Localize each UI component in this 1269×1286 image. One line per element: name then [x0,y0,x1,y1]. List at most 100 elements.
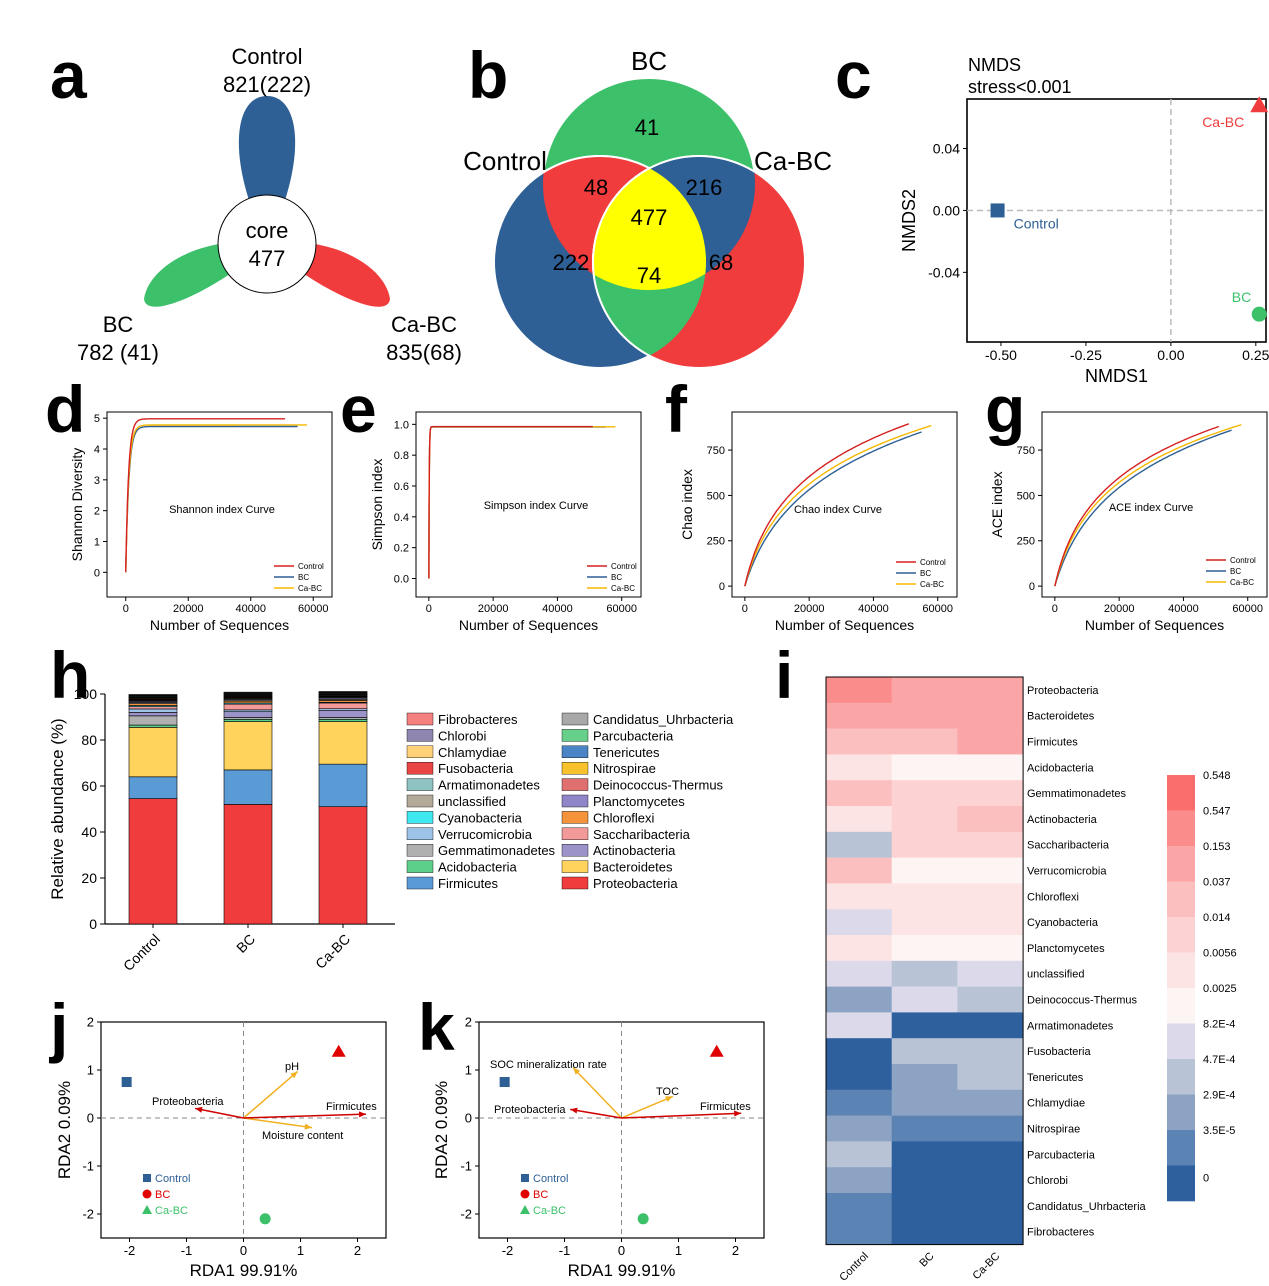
legend-label: Control [1230,556,1256,565]
heatmap-cell [957,1064,1024,1091]
legend-swatch [406,762,434,775]
heatmap-row-label: unclassified [1027,969,1084,981]
vector-label: Proteobacteria [494,1104,566,1116]
vector-label: Proteobacteria [152,1096,224,1108]
heatmap-row-label: Saccharibacteria [1027,840,1110,852]
heatmap-cell [826,702,892,729]
bar-segment [128,706,178,710]
heatmap-row-label: Armatimonadetes [1027,1020,1114,1032]
point-marker-square [121,1077,132,1087]
venn-count-cabc_only: 68 [709,250,733,275]
point-marker-square [990,203,1005,218]
vector-arrowhead [304,1123,312,1130]
heatmap-cell [957,806,1024,833]
x-axis-label: Number of Sequences [150,617,289,633]
heatmap-cell [957,935,1024,962]
x-tick-label: -2 [124,1243,136,1258]
legend-label: Ca-BC [1230,578,1254,587]
legend-swatch [561,811,589,824]
heatmap-cell [891,883,958,910]
x-tick-label: -1 [559,1243,571,1258]
y-tick-label: 0 [89,916,97,932]
vector-arrow [572,1067,623,1119]
legend-label: Fibrobacteres [438,712,518,727]
heatmap-cell [957,1089,1024,1116]
legend-label: Ca-BC [298,584,322,593]
petal-name: BC [103,312,134,337]
point-marker-circle [259,1213,271,1225]
vector-arrow [621,1112,742,1119]
bar-segment [318,691,368,693]
heatmap-cell [826,728,892,755]
legend-swatch [561,745,589,758]
heatmap-cell [957,1012,1024,1039]
scale-label: 8.2E-4 [1203,1019,1235,1031]
bar-segment [223,691,273,694]
x-tick-label: 40000 [235,603,266,615]
heatmap-cell [957,986,1024,1013]
legend-swatch [561,794,589,808]
y-tick-label: -1 [82,1159,94,1174]
series-line-bc [125,425,298,573]
legend-label: Chloroflexi [593,810,655,825]
heatmap-cell [891,960,958,987]
panel-letter-e: e [340,372,377,446]
y-tick-label: 0 [465,1111,472,1126]
y-tick-label: 4 [94,444,100,456]
heatmap-cell [957,831,1024,858]
legend-swatch [406,860,434,873]
x-tick-label: Control [120,931,163,974]
x-tick-label: 0 [742,603,748,615]
legend-swatch [561,844,589,857]
bar-segment [223,721,273,771]
series-line-bc [1054,429,1232,587]
petal-name: Control [232,44,303,69]
bar-segment [318,763,368,808]
plot-e: 0 20000 40000 60000 0.0 0.2 0.4 0.6 0.8 1.0 Number… [369,411,642,633]
y-tick-label: 0.00 [933,202,960,218]
bar-segment [128,798,178,925]
venn-set-label: Ca-BC [754,146,832,176]
bar-segment [318,710,368,718]
y-tick-label: 2 [465,1015,472,1030]
series-line-control [428,425,593,579]
heatmap-cell [826,1038,892,1065]
plot-frame [731,411,958,598]
venn-set-label: Control [463,146,547,176]
x-axis-label: Number of Sequences [775,617,914,633]
legend-label: Control [155,1173,190,1185]
chart-title: Chao index Curve [794,504,882,516]
venn-count-all: 477 [631,205,668,230]
heatmap-column-label: Ca-BC [971,1250,1003,1282]
scale-label: 0.0025 [1203,983,1237,995]
heatmap-cell [891,1218,958,1245]
vector-arrow [194,1107,244,1119]
heatmap-cell [957,677,1024,704]
scale-swatch [1167,775,1195,811]
heatmap-cell [891,857,958,884]
vector-label: Firmicutes [700,1101,751,1113]
x-tick-label: 60000 [1232,603,1263,615]
plot-j: -2 -1 0 1 2 2 1 0 -1 -2 RDA1 99.91% RDA2 0.09% pH Moi… [55,1015,387,1280]
legend-swatch [406,712,434,726]
heatmap-cell [826,806,892,833]
vector-arrow [243,1113,367,1119]
chart-title: NMDS [968,55,1021,75]
legend-marker-triangle [142,1205,152,1214]
vector-arrowhead [734,1110,742,1117]
x-tick-label: 60000 [606,603,637,615]
heatmap-row-label: Chloroflexi [1027,891,1079,903]
venn-count-control_cabc: 74 [637,263,661,288]
heatmap-cell [826,1115,892,1142]
vector-arrowhead [573,1067,581,1075]
legend-swatch [406,729,434,742]
scale-label: 2.9E-4 [1203,1090,1235,1102]
y-axis-label: RDA2 0.09% [55,1081,74,1179]
legend-label: Nitrospirae [593,761,656,776]
vector-arrowhead [570,1107,578,1114]
heatmap-cell [826,883,892,910]
bar-segment [128,708,178,713]
plot-f: 0 20000 40000 60000 0 250 500 750 Number of Sequ… [679,411,958,633]
legend-swatch [561,876,589,890]
legend-label: Acidobacteria [438,860,518,875]
